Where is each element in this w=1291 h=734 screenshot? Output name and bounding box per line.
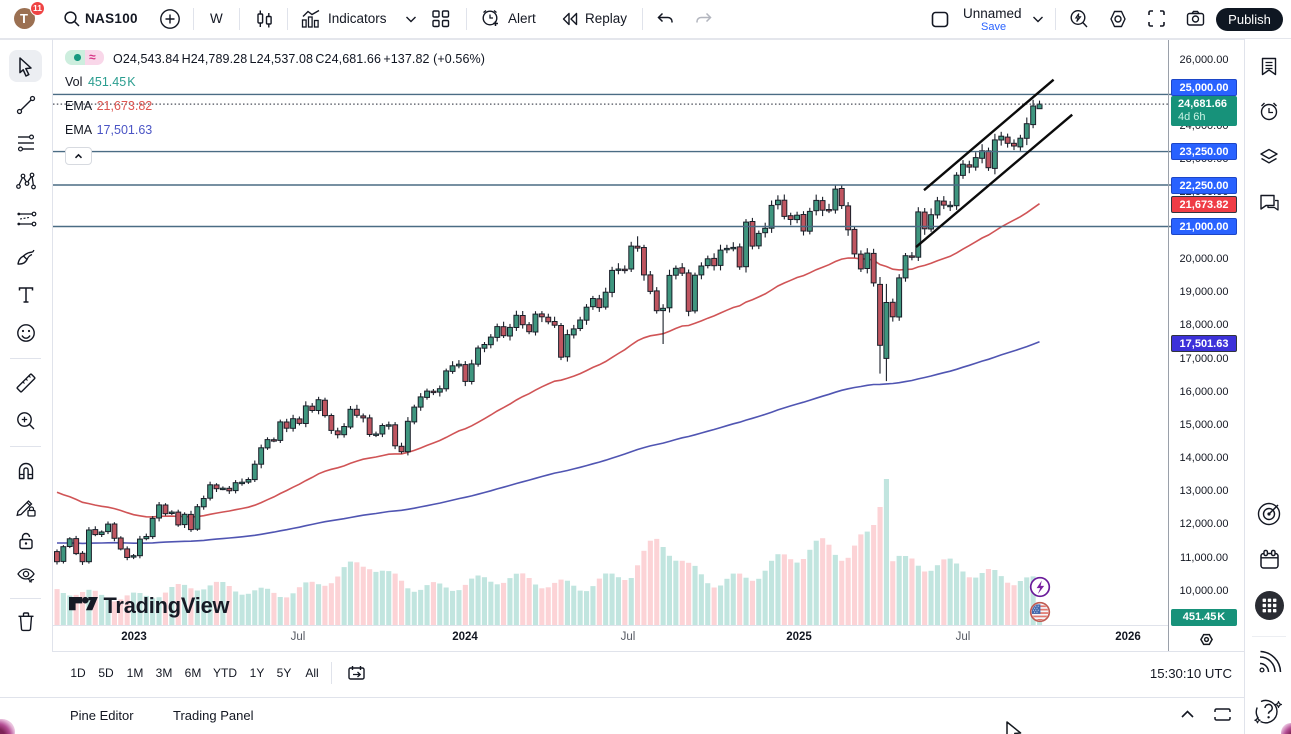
svg-text:TradingView: TradingView bbox=[104, 593, 230, 618]
